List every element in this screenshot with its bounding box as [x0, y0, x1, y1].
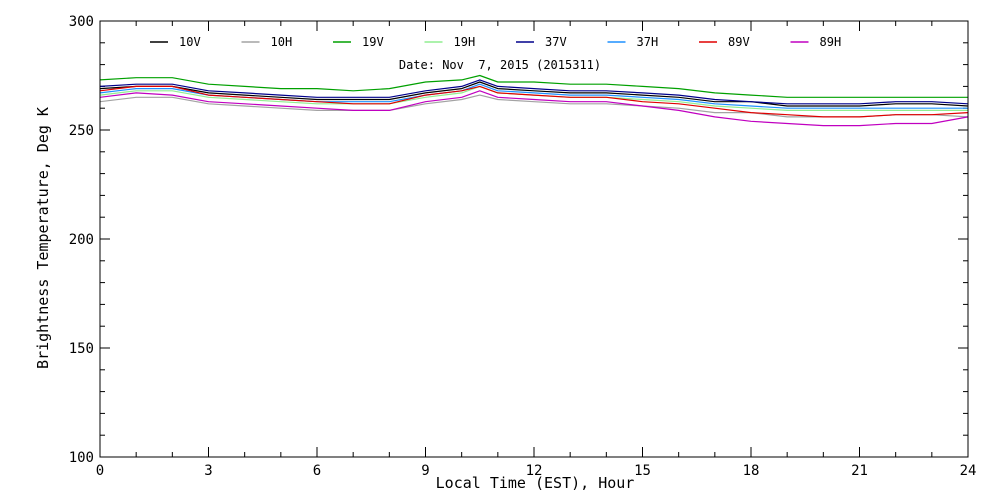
- x-tick-label: 21: [851, 463, 868, 479]
- x-tick-label: 9: [421, 463, 429, 479]
- legend-label-89v: 89V: [728, 35, 750, 49]
- y-axis-title: Brightness Temperature, Deg K: [34, 107, 52, 369]
- series-line-19h: [99, 85, 968, 112]
- series-line-37v: [99, 79, 969, 105]
- x-tick-label: 12: [526, 463, 543, 479]
- legend-label-19v: 19V: [362, 35, 384, 49]
- x-tick-label: 15: [634, 463, 651, 479]
- series-line-89h: [99, 90, 969, 127]
- x-axis-title: Local Time (EST), Hour: [436, 474, 635, 492]
- y-tick-label: 150: [69, 341, 94, 357]
- x-tick-label: 6: [313, 463, 321, 479]
- series-line-10v: [99, 81, 969, 107]
- legend-label-10v: 10V: [179, 35, 201, 49]
- series-lines: [99, 74, 969, 127]
- legend-label-37v: 37V: [545, 35, 567, 49]
- y-tick-label: 200: [69, 232, 94, 248]
- plot-area-frame: [99, 20, 969, 458]
- legend: 10V 10H 19V 19H 37V 37H 89V 89H: [150, 35, 841, 49]
- y-tick-label: 300: [69, 14, 94, 30]
- x-tick-label: 3: [204, 463, 212, 479]
- y-tick-label: 100: [69, 450, 94, 466]
- date-annotation: Date: Nov 7, 2015 (2015311): [399, 58, 601, 72]
- axis-ticks: 0 3 6 9 12 15 18 21 24 100 150 200 250 300: [69, 14, 977, 479]
- series-line-89v: [99, 85, 969, 118]
- legend-label-19h: 19H: [454, 35, 476, 49]
- x-tick-label: 18: [743, 463, 760, 479]
- series-line-19v: [99, 74, 968, 98]
- legend-label-37h: 37H: [637, 35, 659, 49]
- x-tick-label: 0: [96, 463, 104, 479]
- x-tick-label: 24: [960, 463, 977, 479]
- legend-label-10h: 10H: [271, 35, 293, 49]
- legend-label-89h: 89H: [820, 35, 842, 49]
- y-tick-label: 250: [69, 123, 94, 139]
